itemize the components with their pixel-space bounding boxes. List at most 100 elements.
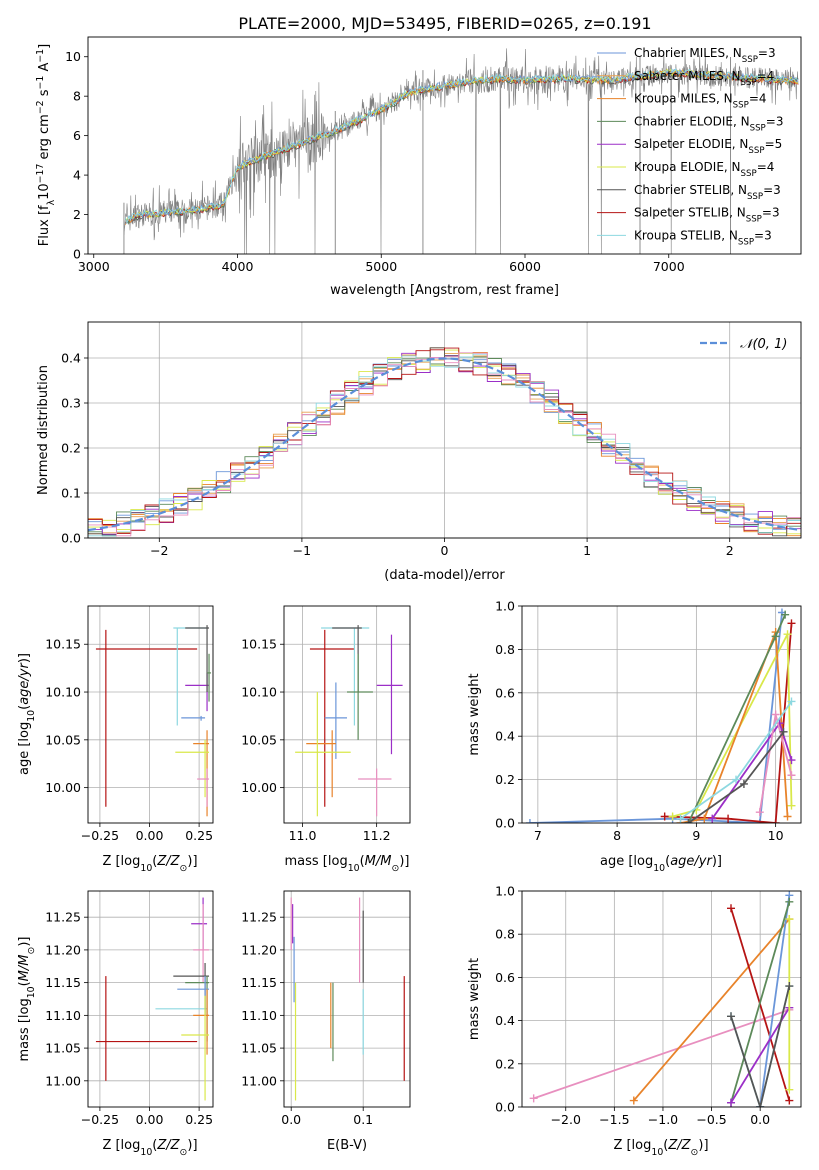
- x-axis-label: Z [log10(Z/Z⊙)]: [102, 1138, 197, 1158]
- tick-label-y: 11.15: [45, 975, 81, 990]
- tick-label-x: 6000: [509, 259, 541, 274]
- weight-marker: [727, 1012, 736, 1021]
- axes-frame: [283, 605, 411, 824]
- tick-label-y: 0.1: [61, 486, 81, 501]
- y-axis-label: age [log10(age/yr)]: [17, 653, 37, 775]
- plot-area-weight_vs_Z: [529, 891, 794, 1107]
- axes-frame: [87, 605, 214, 824]
- model-spectrum-chabrier-miles: [125, 69, 799, 224]
- tick-label-y: 11.10: [45, 1008, 81, 1023]
- error-bar-point: [362, 910, 364, 983]
- legend-label: 𝒩(0, 1): [740, 337, 787, 352]
- error-bar-point: [193, 904, 210, 983]
- x-axis-label: Z [log10(Z/Z⊙)]: [613, 1138, 708, 1158]
- x-axis-label: wavelength [Angstrom, rest frame]: [330, 283, 559, 298]
- tick-label-y: 0.2: [61, 441, 81, 456]
- weight-marker: [785, 897, 794, 906]
- figure-title: PLATE=2000, MJD=53495, FIBERID=0265, z=0…: [238, 14, 651, 33]
- plot-area-age_vs_mass: [295, 625, 403, 817]
- legend-label: Salpeter ELODIE, NSSP=5: [634, 137, 782, 156]
- error-bar-point: [95, 629, 198, 807]
- error-bar-point: [347, 653, 373, 740]
- tick-label-x: 11.2: [363, 828, 391, 843]
- plot-area-spectrum: [123, 48, 799, 254]
- tick-label-x: 2: [726, 543, 734, 558]
- tick-label-y: 10.05: [241, 732, 277, 747]
- tick-label-y: 11.00: [241, 1073, 277, 1088]
- error-bar-point: [293, 936, 295, 1003]
- tick-label-y: 0.3: [61, 396, 81, 411]
- axes-mass_vs_Z: −0.25 0.00 0.25 11.00 11.05 11.10 11.15 11.20 11…: [17, 890, 214, 1158]
- tick-label-y: 1.0: [495, 884, 515, 899]
- tick-label-x: −2: [150, 543, 168, 558]
- axes-frame: [521, 605, 802, 824]
- weight-marker: [785, 1096, 794, 1105]
- tick-label-y: 0.8: [495, 642, 515, 657]
- weight-marker: [700, 814, 709, 823]
- weight-marker: [771, 819, 780, 823]
- error-bar-point: [403, 976, 405, 1081]
- weight-marker: [785, 1085, 794, 1094]
- error-bar-point: [185, 625, 210, 693]
- error-bar-point: [292, 904, 294, 944]
- axes-frame: [521, 890, 802, 1108]
- weight-marker: [727, 1098, 736, 1107]
- plot-area-mass_vs_ebv: [290, 897, 405, 1101]
- axes-age_vs_Z: −0.25 0.00 0.25 10.00 10.05 10.10 10.15 Z [log1…: [17, 605, 214, 874]
- axes-frame: [283, 890, 411, 1108]
- tick-label-y: 11.25: [241, 910, 277, 925]
- weight-marker: [755, 819, 764, 823]
- weight-marker: [787, 756, 796, 765]
- tick-label-y: 4: [73, 168, 81, 183]
- legend: Chabrier MILES, NSSP=3 Salpeter MILES, NS…: [597, 46, 783, 247]
- tick-label-y: 0.8: [495, 927, 515, 942]
- weight-line: [730, 901, 791, 1103]
- weight-marker: [787, 697, 796, 706]
- axes-spectrum: 3000 4000 5000 6000 7000 0 2 4 6 8 10 wavelength [A…: [35, 36, 802, 298]
- tick-label-y: 10.00: [241, 780, 277, 795]
- tick-label-y: 10.00: [45, 780, 81, 795]
- tick-label-y: 11.05: [241, 1041, 277, 1056]
- x-axis-label: age [log10(age/yr)]: [600, 854, 722, 874]
- tick-label-y: 0.2: [495, 772, 515, 787]
- error-bar-point: [181, 715, 206, 721]
- weight-marker: [783, 812, 792, 821]
- y-axis-label: Flux [fλ10−17 erg cm−2 s−1 A−1]: [35, 44, 57, 246]
- tick-label-y: 11.20: [241, 942, 277, 957]
- error-bar-point: [95, 976, 198, 1081]
- weight-marker: [756, 1103, 765, 1107]
- tick-label-x: 7: [534, 828, 542, 843]
- tick-label-x: 11.0: [289, 828, 317, 843]
- axes-frame: [87, 321, 802, 539]
- error-bar-point: [332, 982, 334, 1062]
- weight-line: [633, 918, 790, 1102]
- tick-label-x: 3000: [78, 259, 110, 274]
- plot-area-mass_vs_Z: [95, 897, 210, 1101]
- error-bar-point: [306, 730, 336, 798]
- tick-label-y: 0.0: [61, 531, 81, 546]
- tick-label-y: 1.0: [495, 599, 515, 614]
- tick-label-x: 0.25: [185, 1112, 213, 1127]
- weight-marker: [771, 632, 780, 641]
- weight-marker: [684, 819, 693, 823]
- error-bar-point: [294, 982, 297, 1101]
- tick-label-y: 0: [73, 247, 81, 262]
- tick-label-x: 0: [441, 543, 449, 558]
- weight-marker: [724, 814, 733, 823]
- axes-weight_vs_Z: −2.0 −1.5 −1.0 −0.5 0.0 0.0 0.2 0.4 0.6 0.8 1.0 mas…: [467, 884, 802, 1158]
- tick-label-x: −1.0: [648, 1112, 678, 1127]
- weight-marker: [660, 812, 669, 821]
- weight-marker: [668, 812, 677, 821]
- x-axis-label: E(B-V): [327, 1138, 367, 1153]
- axes-age_vs_mass: 11.0 11.2 10.00 10.05 10.10 10.15 mass [log10(…: [241, 605, 411, 874]
- y-axis-label: Normed distribution: [36, 365, 51, 495]
- weight-marker: [781, 610, 790, 619]
- tick-label-y: 10.10: [241, 685, 277, 700]
- legend-label: Kroupa STELIB, NSSP=3: [634, 228, 772, 247]
- axes-residuals: −2 −1 0 1 2 0.0 0.1 0.2 0.3 0.4 (data-model)/error…: [36, 321, 802, 583]
- weight-marker: [787, 619, 796, 628]
- error-bar-point: [181, 995, 210, 1101]
- weight-marker: [785, 982, 794, 991]
- tick-label-y: 0.4: [495, 729, 515, 744]
